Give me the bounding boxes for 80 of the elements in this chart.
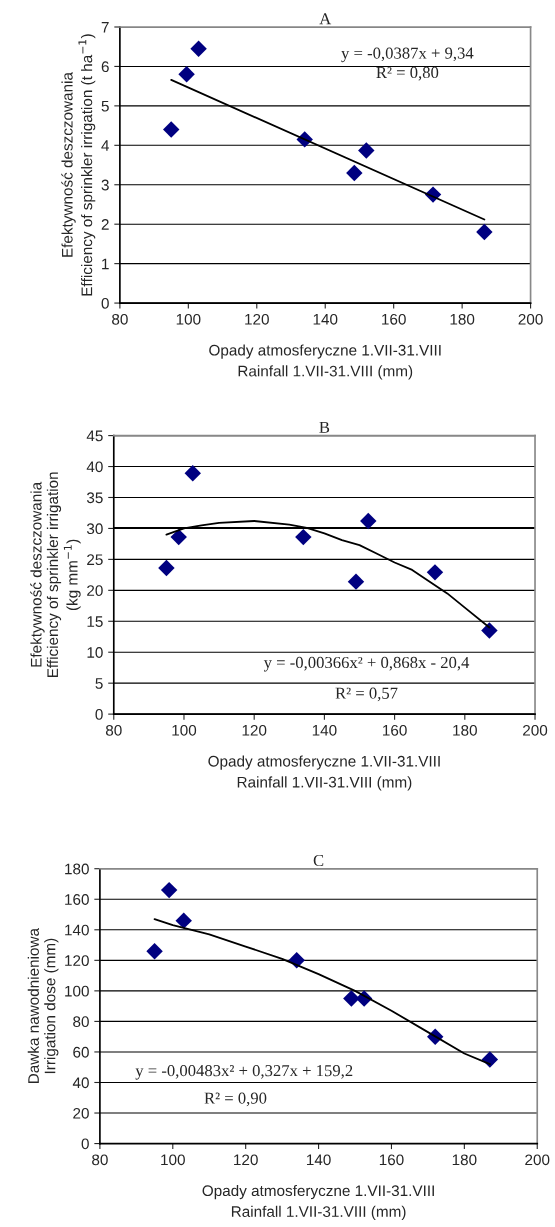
x-tick-label: 180 [450,313,475,325]
annotation: y = -0,0387x + 9,34 [341,47,474,63]
y-tick-label: 20 [87,585,103,597]
chart-title: B [319,421,330,433]
point [426,564,444,581]
point [360,512,377,530]
x-tick-label: 120 [242,724,267,736]
y-tick-label: 0 [81,1138,89,1150]
x-tick-label: 160 [383,724,407,736]
x-tick-label: 100 [161,1154,185,1166]
point [295,528,312,546]
point [476,223,493,241]
y-axis-title: Dawka nawodnieniowa Irrigation dose (mm) [27,928,59,1084]
point [343,990,360,1007]
point [146,942,163,960]
x-axis-title: Opady atmosferyczne 1.VII-31.VIII Rainfall 1.VII-31.VIII (mm) [208,755,440,791]
y-tick-label: 80 [73,1016,89,1028]
x-tick-label: 200 [525,1154,550,1166]
annotation: R² = 0,57 [335,687,398,702]
y-tick-label: 120 [65,955,89,967]
point [175,912,192,929]
point [160,881,178,899]
y-tick-label: 35 [86,492,103,504]
y-tick-label: 25 [87,554,103,566]
x-tick-label: 140 [313,313,338,325]
x-tick-label: 160 [382,313,406,325]
x-tick-label: 100 [172,724,197,736]
point [347,573,365,590]
y-tick-label: 10 [87,647,103,658]
y-axis-title: Efektywność deszczowania Efficiency of sprinkler irrigation (t ha$^{−1}$) [61,34,96,296]
x-tick-label: 100 [176,313,201,325]
y-tick-label: 30 [86,523,103,535]
x-axis-title: Opady atmosferyczne 1.VII-31.VIII Rainfall 1.VII-31.VIII (mm) [209,344,441,380]
y-tick-label: 6 [101,61,109,73]
chart-title: C [313,854,324,867]
x-axis-title: Opady atmosferyczne 1.VII-31.VIII Rainfall 1.VII-31.VIII (mm) [202,1184,434,1221]
y-tick-label: 5 [95,678,103,689]
annotation: R² = 0,90 [204,1092,267,1107]
point [190,40,207,57]
y-tick-label: 40 [72,1077,89,1089]
x-tick-label: 180 [452,1154,477,1166]
annotation: y = -0,00483x² + 0,327x + 159,2 [135,1064,353,1080]
y-tick-label: 45 [86,430,103,442]
y-tick-label: 15 [87,616,103,627]
x-tick-label: 120 [234,1154,258,1166]
y-tick-label: 40 [86,461,103,473]
y-tick-label: 3 [101,179,109,191]
y-tick-label: 0 [101,297,109,309]
y-tick-label: 20 [73,1107,89,1119]
point [358,142,375,159]
annotation: y = -0,00366x² + 0,868x - 20,4 [263,656,470,672]
chart-title: A [319,13,332,25]
y-tick-label: 140 [65,924,89,936]
point [184,465,201,482]
point [178,66,195,83]
y-tick-label: 60 [73,1046,89,1058]
y-tick-label: 180 [65,863,89,875]
point [170,528,187,546]
x-tick-label: 140 [312,724,337,736]
x-tick-label: 160 [379,1154,404,1166]
point [481,622,498,639]
point [346,164,363,182]
x-tick-label: 80 [112,313,128,325]
y-tick-label: 0 [95,708,103,720]
y-tick-label: 160 [65,894,89,905]
point [163,121,180,138]
y-tick-label: 2 [101,219,109,230]
x-tick-label: 200 [523,724,548,736]
y-tick-label: 1 [102,258,109,270]
y-tick-label: 100 [65,985,89,997]
x-tick-label: 140 [306,1154,331,1166]
y-tick-label: 5 [101,100,109,112]
y-tick-label: 7 [101,22,109,33]
annotation: R² = 0,80 [376,66,439,81]
x-tick-label: 180 [453,724,477,736]
y-tick-label: 4 [101,140,110,151]
x-tick-label: 200 [518,313,543,325]
x-tick-label: 120 [245,313,269,325]
y-axis-title: Efektywność deszczowania Efficiency of sprinkler irrigation (kg mm$^{−1}$) [30,472,81,678]
point [158,559,175,577]
